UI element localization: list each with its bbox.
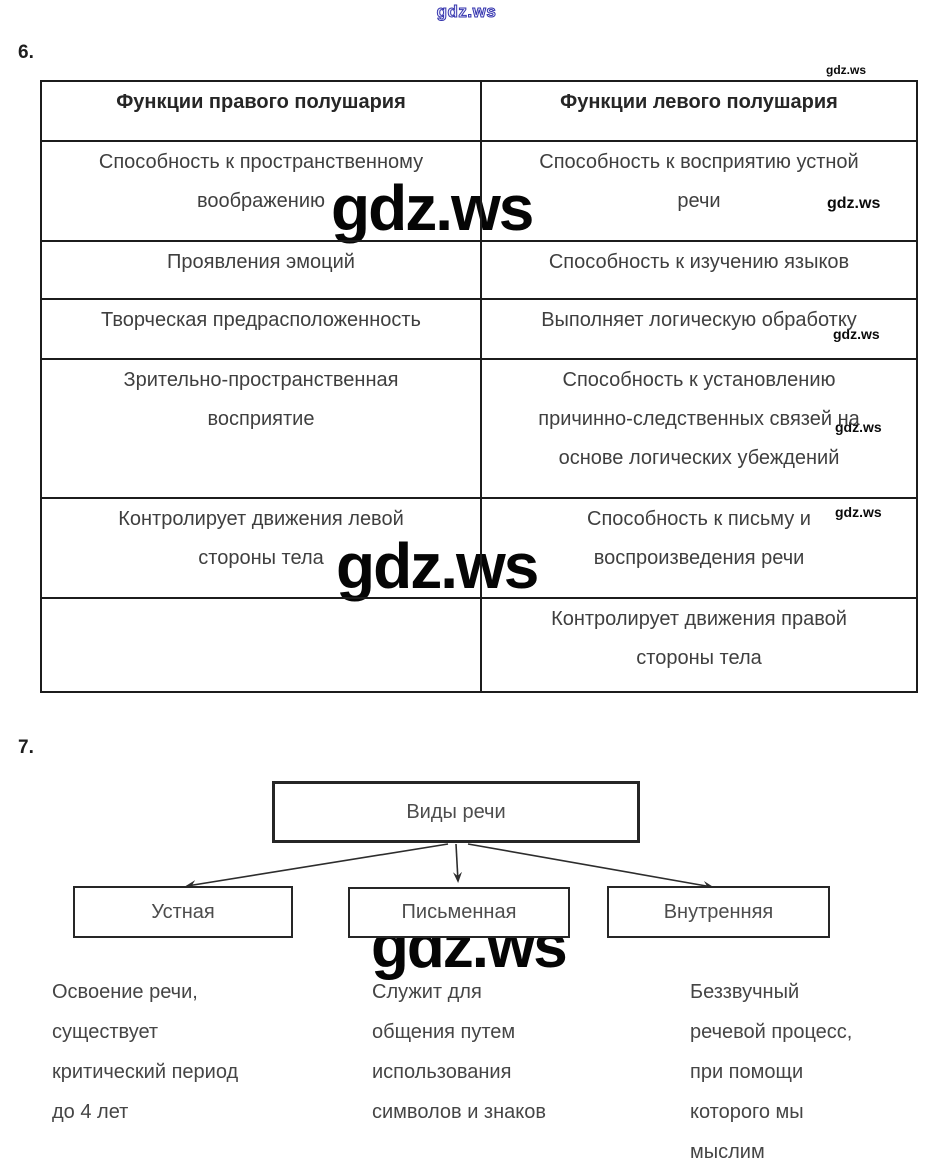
table-row: Творческая предрасположенность Выполняет… xyxy=(42,298,916,358)
diagram-node-oral: Устная xyxy=(73,886,293,938)
site-watermark-small: gdz.ws xyxy=(835,504,882,520)
arrow-to-oral xyxy=(185,843,449,890)
table-cell-left-hemisphere: Способность к изучению языков xyxy=(480,242,916,298)
header-left-hemisphere: Функции левого полушария xyxy=(480,82,916,140)
table-cell-left-hemisphere: Выполняет логическую обработку xyxy=(480,300,916,358)
question-6-label: 6. xyxy=(18,42,34,63)
diagram-root-box: Виды речи xyxy=(272,781,640,843)
table-row: Зрительно-пространственная восприятие Сп… xyxy=(42,358,916,497)
header-right-hemisphere: Функции правого полушария xyxy=(116,91,406,113)
table-cell-right-hemisphere: Способность к пространственному воображе… xyxy=(98,151,424,212)
table-header-row: Функции правого полушария Функции левого… xyxy=(42,82,916,140)
table-cell-left-hemisphere: Способность к письму и воспроизведения р… xyxy=(480,499,916,597)
hemisphere-functions-table: Функции правого полушария Функции левого… xyxy=(40,80,918,693)
table-cell-right-hemisphere xyxy=(42,599,480,691)
site-watermark-small: gdz.ws xyxy=(835,419,882,435)
table-cell-right-hemisphere: Зрительно-пространственная восприятие xyxy=(123,369,399,430)
diagram-description-oral: Освоение речи, существует критический пе… xyxy=(52,981,239,1123)
diagram-description-inner: Беззвучный речевой процесс, при помощи к… xyxy=(690,981,853,1163)
site-watermark-large: gdz.ws xyxy=(336,530,539,602)
arrow-to-inner xyxy=(467,843,714,890)
question-7-label: 7. xyxy=(18,737,34,758)
table-cell-right-hemisphere: Контролирует движения левой стороны тела xyxy=(118,508,404,569)
site-watermark-small: gdz.ws xyxy=(833,326,880,342)
diagram-arrows xyxy=(185,843,714,890)
site-watermark-top: gdz.ws xyxy=(436,2,497,22)
diagram-node-written: Письменная xyxy=(348,887,570,938)
table-row: Способность к пространственному воображе… xyxy=(42,140,916,240)
table-cell-left-hemisphere: Контролирует движения правой стороны тел… xyxy=(480,599,916,691)
table-row: Контролирует движения правой стороны тел… xyxy=(42,597,916,691)
diagram-description-written: Служит для общения путем использования с… xyxy=(372,981,546,1123)
table-cell-left-hemisphere: Способность к восприятию устной речи xyxy=(480,142,916,240)
table-cell-right-hemisphere: Творческая предрасположенность xyxy=(101,309,421,331)
arrow-to-written xyxy=(453,843,463,883)
diagram-node-inner: Внутренняя xyxy=(607,886,830,938)
table-row: Проявления эмоций Способность к изучению… xyxy=(42,240,916,298)
table-cell-right-hemisphere: Проявления эмоций xyxy=(167,251,355,273)
table-row: Контролирует движения левой стороны тела… xyxy=(42,497,916,597)
site-watermark-small: gdz.ws xyxy=(826,63,867,77)
site-watermark-large: gdz.ws xyxy=(331,172,534,244)
site-watermark-small: gdz.ws xyxy=(827,195,881,212)
table-cell-left-hemisphere: Способность к установлению причинно-след… xyxy=(480,360,916,497)
